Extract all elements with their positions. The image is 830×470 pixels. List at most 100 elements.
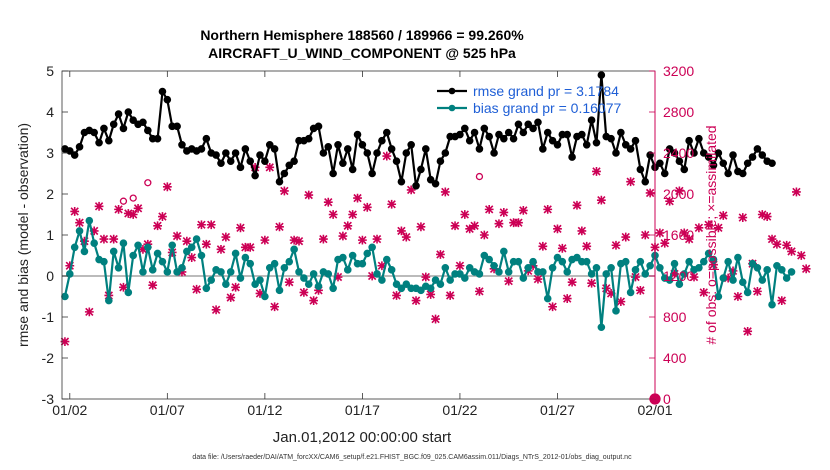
obs-assimilated-marker (699, 288, 709, 297)
bias-point (587, 270, 596, 278)
rmse-point (714, 149, 723, 157)
rmse-point (626, 145, 635, 153)
rmse-point (587, 116, 596, 124)
rmse-point (290, 157, 298, 165)
rmse-point (470, 128, 479, 137)
rmse-point (412, 182, 420, 190)
rmse-point (265, 141, 274, 149)
obs-assimilated-marker (455, 261, 465, 271)
obs-assimilated-marker (177, 267, 187, 277)
chart-title-line2: AIRCRAFT_U_WIND_COMPONENT @ 525 hPa (208, 45, 516, 61)
bias-point (217, 268, 225, 276)
obs-assimilated-marker (426, 290, 436, 299)
bias-point (114, 264, 123, 272)
bias-point (100, 257, 108, 266)
bias-point (490, 261, 498, 270)
x-tick-label: 01/07 (150, 402, 185, 418)
bias-point (641, 270, 650, 278)
bias-point (339, 253, 347, 262)
bias-point (417, 286, 425, 295)
x-tick-label: 01/02 (52, 402, 87, 418)
bias-point (144, 243, 152, 252)
obs-assimilated-marker (406, 185, 416, 195)
bias-point (446, 276, 454, 284)
obs-possible-marker (119, 197, 128, 205)
rmse-point (495, 130, 503, 139)
obs-assimilated-marker (255, 289, 265, 298)
bias-point (426, 284, 435, 293)
rmse-point (256, 151, 264, 159)
bias-point (539, 268, 547, 276)
obs-assimilated-marker (206, 220, 216, 230)
obs-assimilated-marker (577, 226, 587, 236)
obs-assimilated-marker (236, 223, 245, 233)
obs-assimilated-marker (475, 286, 484, 296)
rmse-point (153, 134, 162, 143)
bias-point (573, 253, 581, 262)
rmse-point (529, 124, 537, 133)
rmse-point (319, 149, 328, 157)
bias-point (382, 255, 391, 264)
obs-assimilated-marker (494, 219, 504, 229)
rmse-point (334, 141, 342, 149)
obs-assimilated-marker (684, 234, 694, 244)
bias-point (373, 270, 381, 278)
rmse-point (621, 141, 630, 149)
rmse-point (568, 153, 576, 161)
x-axis-label: Jan.01,2012 00:00:00 start (273, 429, 452, 446)
obs-assimilated-marker (158, 212, 167, 221)
rmse-point (660, 169, 669, 178)
obs-assimilated-marker (187, 253, 197, 262)
bias-point (173, 268, 181, 276)
rmse-point (212, 151, 220, 159)
y-right-tick-label: 800 (663, 309, 687, 325)
bias-point (300, 274, 308, 282)
rmse-point (100, 124, 108, 133)
bias-point (187, 243, 196, 252)
bias-point (631, 266, 640, 274)
obs-assimilated-marker (94, 201, 104, 211)
rmse-point (226, 157, 235, 165)
bias-point (436, 280, 445, 289)
obs-assimilated-marker (279, 186, 289, 196)
bias-point (519, 274, 528, 282)
rmse-point (158, 87, 167, 96)
obs-assimilated-marker (533, 274, 543, 284)
rmse-point (768, 159, 776, 168)
y-left-tick-label: 5 (46, 63, 54, 79)
y-right-tick-label: 3200 (663, 63, 694, 79)
bias-point (646, 261, 654, 270)
x-tick-label: 01/17 (345, 402, 380, 418)
obs-assimilated-marker (338, 231, 348, 241)
obs-assimilated-marker (226, 293, 236, 302)
bias-point (621, 257, 630, 266)
rmse-point (90, 128, 98, 137)
rmse-point (426, 175, 435, 184)
obs-assimilated-marker (635, 285, 645, 295)
obs-assimilated-marker (640, 230, 650, 240)
obs-assimilated-marker (738, 213, 748, 222)
obs-assimilated-marker (518, 206, 528, 215)
rmse-point (343, 145, 352, 153)
obs-assimilated-marker (89, 226, 99, 236)
rmse-point (743, 159, 752, 168)
obs-assimilated-marker (670, 269, 679, 279)
rmse-point (753, 145, 762, 153)
rmse-point (348, 165, 357, 174)
rmse-point (358, 141, 367, 149)
bias-point (265, 264, 274, 272)
obs-assimilated-marker (270, 302, 280, 312)
bias-point (90, 239, 98, 247)
rmse-point (719, 159, 728, 168)
bias-point (363, 249, 372, 258)
rmse-point (461, 124, 469, 133)
rmse-point (524, 120, 533, 129)
rmse-point (178, 141, 186, 149)
bias-point (695, 264, 703, 272)
obs-assimilated-marker (84, 307, 94, 317)
bias-point (465, 264, 474, 272)
rmse-point (285, 161, 294, 170)
rmse-point (407, 141, 415, 149)
y-left-tick-label: -1 (42, 309, 55, 325)
bias-point (597, 323, 606, 332)
